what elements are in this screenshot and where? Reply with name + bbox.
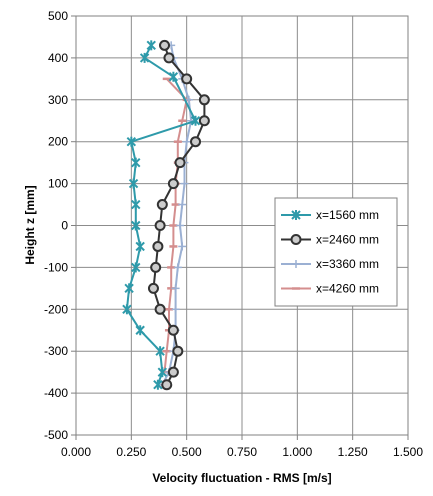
y-tick-label: 400 [48,51,68,65]
x-tick-label: 1.000 [282,445,312,459]
legend: x=1560 mm x=2460 mm x=3360 mm x=4260 mm [274,197,398,307]
data-point [154,303,166,315]
y-tick-label: -200 [44,302,68,316]
x-tick-label: 0.750 [227,445,257,459]
legend-label: x=3360 mm [316,257,379,271]
y-tick-label: -500 [44,428,68,442]
x-tick-label: 1.250 [338,445,368,459]
legend-label: x=4260 mm [316,282,379,296]
data-point [156,199,168,211]
series-1 [122,40,201,390]
y-tick-label: 500 [48,9,68,23]
x-axis-title: Velocity fluctuation - RMS [m/s] [152,471,331,485]
data-point [154,220,166,231]
data-point [198,115,210,127]
data-point [163,52,175,64]
x-axis-ticks: 0.000 0.250 0.500 0.750 1.000 1.250 1.500 [61,435,423,459]
y-tick-label: 0 [61,219,68,233]
data-point [190,136,202,148]
y-tick-label: 200 [48,135,68,149]
y-tick-label: 100 [48,177,68,191]
y-tick-label: -400 [44,386,68,400]
data-point [147,282,159,294]
legend-label: x=1560 mm [316,208,379,222]
x-tick-label: 0.500 [172,445,202,459]
data-point [198,94,210,106]
series-layer [122,39,210,391]
data-point [167,366,179,378]
series-2 [147,39,210,391]
y-axis-ticks: 500 400 300 200 100 0 -100 -200 -300 -400 -500 [44,9,76,442]
y-tick-label: -300 [44,344,68,358]
data-point [181,73,193,85]
x-tick-label: 0.250 [116,445,146,459]
y-tick-label: -100 [44,260,68,274]
legend-entry: x=3360 mm [281,257,379,271]
legend-entry: x=4260 mm [281,282,379,296]
legend-label: x=2460 mm [316,233,379,247]
data-point [159,39,171,51]
data-point [172,345,184,357]
legend-entry: x=1560 mm [281,208,379,222]
x-tick-label: 1.500 [393,445,423,459]
data-point [167,324,179,336]
y-axis-title: Height z [mm] [23,185,37,264]
y-tick-label: 300 [48,93,68,107]
data-point [174,157,186,169]
x-tick-label: 0.000 [61,445,91,459]
legend-entry: x=2460 mm [281,233,379,247]
data-point [161,379,173,391]
data-point [290,234,302,245]
data-point [167,178,179,190]
data-point [152,240,164,252]
data-point [150,261,162,273]
